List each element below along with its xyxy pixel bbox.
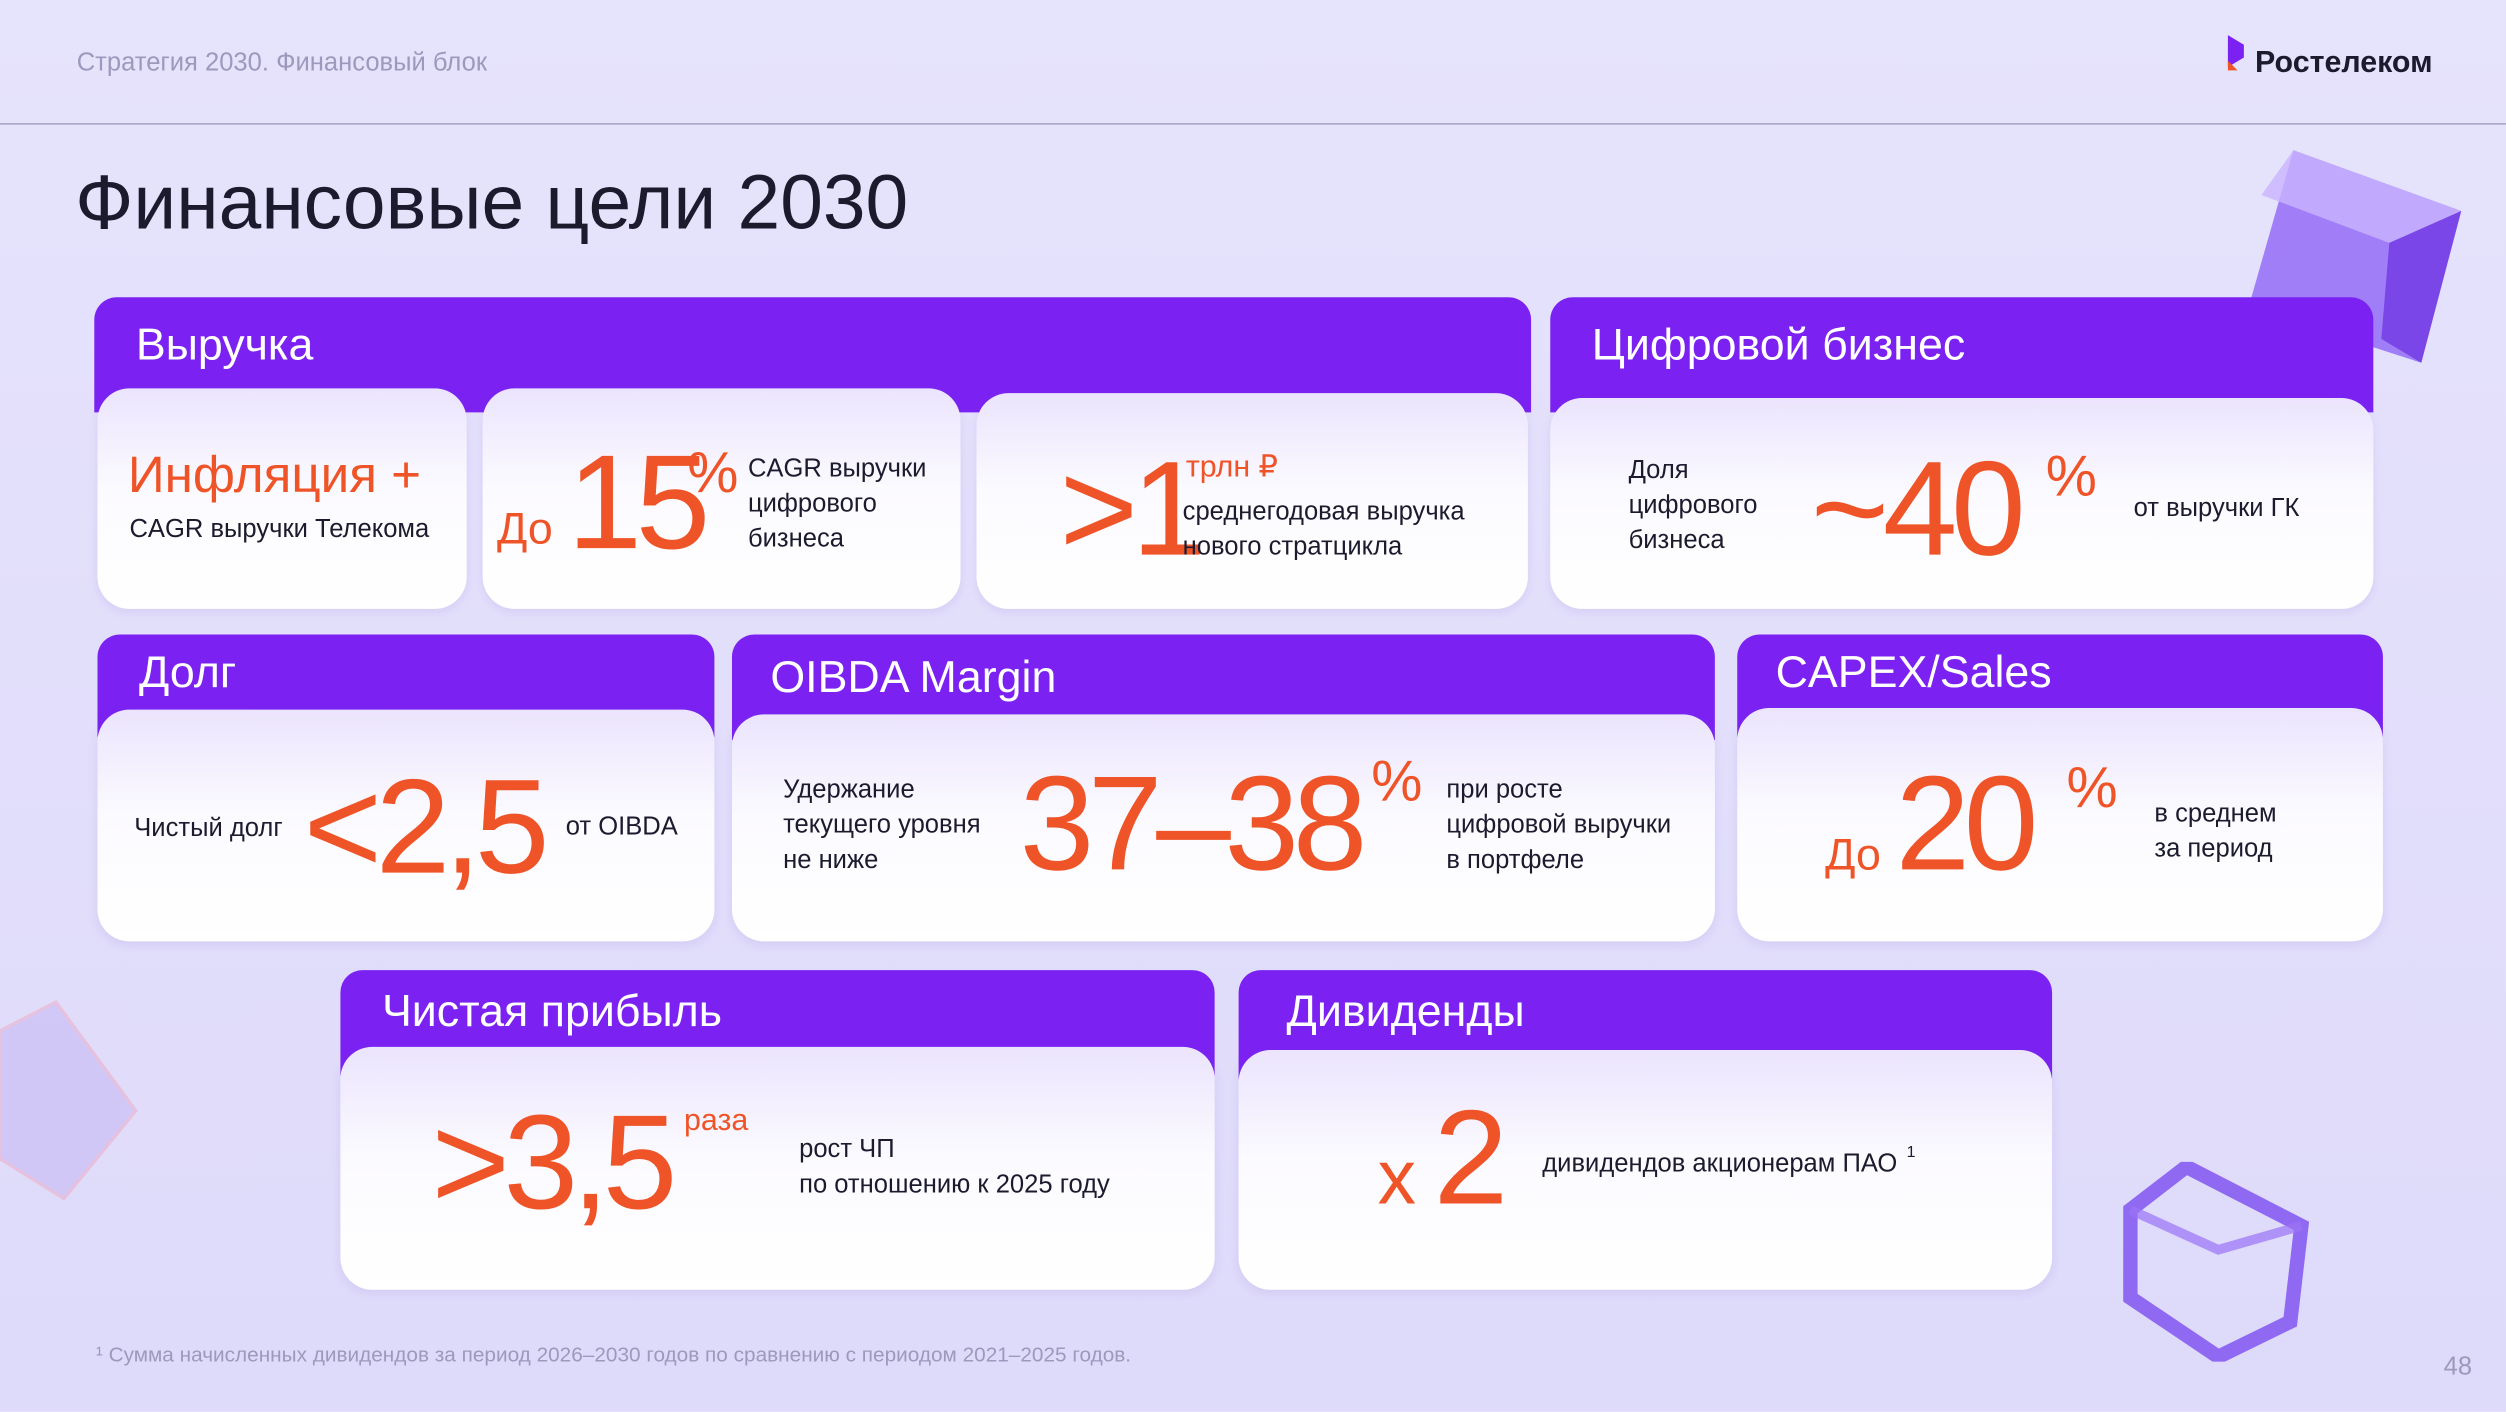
logo-text: Ростелеком: [2255, 46, 2433, 80]
metric-value: 20: [1895, 747, 2038, 899]
metric-value: Инфляция +: [127, 445, 421, 504]
metric-value: >1: [1059, 433, 1207, 584]
card: [1737, 708, 2383, 942]
metric-caption: в среднем за период: [2154, 800, 2277, 864]
metric-caption: среднегодовая выручка нового стратцикла: [1182, 498, 1465, 561]
metric-caption: дивидендов акционерам ПАО: [1542, 1150, 1898, 1178]
card: [340, 1046, 1215, 1290]
metric-unit: %: [1371, 747, 1423, 814]
card-title: OIBDA Margin: [770, 652, 1057, 702]
metric-unit: трлн ₽: [1185, 450, 1278, 485]
metric-label: Доля цифрового бизнеса: [1628, 457, 1758, 555]
cube-decoration: [2123, 1161, 2310, 1362]
card-title: Чистая прибыль: [381, 986, 723, 1036]
metric-label: Удержание текущего уровня не ниже: [783, 776, 981, 875]
metric-caption: от выручки ГК: [2133, 495, 2300, 523]
metric-unit: раза: [684, 1104, 749, 1138]
metric-prefix: До: [497, 503, 553, 553]
header-rule: [0, 123, 2506, 125]
metric-prefix: x: [1377, 1136, 1417, 1222]
metric-value: 37–38: [1019, 747, 1368, 899]
footnote-mark: 1: [1906, 1144, 1916, 1162]
metric-caption: рост ЧП по отношению к 2025 году: [799, 1136, 1110, 1199]
metric-value: >3,5: [431, 1086, 678, 1238]
metric-caption: CAGR выручки цифрового бизнеса: [747, 455, 927, 553]
metric-caption: CAGR выручки Телекома: [129, 516, 430, 544]
metric-prefix: До: [1825, 829, 1881, 880]
metric-value: ~40: [1810, 433, 2026, 584]
card: [97, 709, 715, 942]
page-number: 48: [2443, 1353, 2473, 1381]
card-header: Цифровой бизнес: [1550, 297, 2374, 413]
card: [731, 714, 1715, 942]
metric-value: 2: [1433, 1081, 1509, 1233]
metric-caption: от OIBDA: [565, 813, 678, 841]
card-title: Цифровой бизнес: [1591, 319, 1966, 370]
card: [1550, 397, 2374, 609]
metric-value: 15: [567, 426, 710, 577]
card: [976, 393, 1528, 609]
footnote: ¹ Сумма начисленных дивидендов за период…: [95, 1342, 1132, 1367]
metric-label: Чистый долг: [134, 815, 283, 843]
card: [482, 388, 961, 609]
logo-icon: [2227, 35, 2244, 71]
cube-decoration: [0, 1000, 138, 1201]
card-title: CAPEX/Sales: [1775, 647, 2052, 697]
card: [97, 388, 467, 609]
metric-value: <2,5: [303, 751, 550, 902]
card-title: Дивиденды: [1286, 986, 1525, 1036]
card: [1238, 1050, 2053, 1290]
metric-caption: при росте цифровой выручки в портфеле: [1446, 776, 1672, 875]
card-title: Выручка: [135, 319, 314, 370]
metric-unit: %: [687, 439, 739, 506]
metric-unit: %: [2045, 442, 2097, 509]
card-title: Долг: [139, 647, 237, 697]
section-label: Стратегия 2030. Финансовый блок: [76, 49, 488, 77]
metric-unit: %: [2066, 754, 2118, 820]
slide-title: Финансовые цели 2030: [75, 161, 909, 247]
